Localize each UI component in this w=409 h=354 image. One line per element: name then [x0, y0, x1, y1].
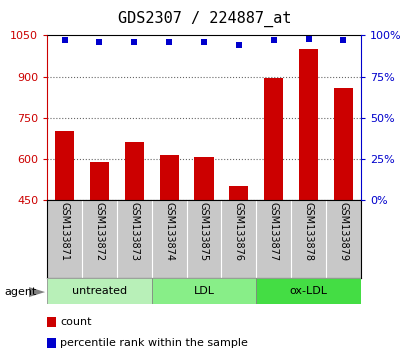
Bar — [55, 131, 74, 200]
Bar — [47, 278, 151, 304]
Bar — [90, 161, 109, 200]
Text: count: count — [60, 317, 92, 327]
Text: GSM133877: GSM133877 — [268, 201, 278, 261]
Text: GSM133876: GSM133876 — [233, 201, 243, 261]
Point — [61, 38, 68, 43]
Text: GSM133871: GSM133871 — [59, 201, 70, 261]
Bar — [263, 78, 283, 200]
Point — [96, 39, 103, 45]
Point — [131, 39, 137, 45]
Bar — [159, 155, 178, 200]
Text: GSM133872: GSM133872 — [94, 201, 104, 261]
Point — [305, 36, 311, 41]
Text: agent: agent — [4, 287, 36, 297]
Point — [200, 39, 207, 45]
Point — [270, 38, 276, 43]
Text: LDL: LDL — [193, 286, 214, 296]
Text: GSM133878: GSM133878 — [303, 201, 313, 261]
Text: GSM133875: GSM133875 — [198, 201, 209, 261]
Bar — [194, 157, 213, 200]
Text: GSM133874: GSM133874 — [164, 201, 174, 261]
Point — [166, 39, 172, 45]
Bar — [151, 278, 256, 304]
Text: GSM133873: GSM133873 — [129, 201, 139, 261]
Bar — [124, 142, 144, 200]
Text: untreated: untreated — [72, 286, 127, 296]
Bar — [256, 278, 360, 304]
Bar — [298, 49, 317, 200]
Point — [235, 42, 242, 48]
Text: GDS2307 / 224887_at: GDS2307 / 224887_at — [118, 11, 291, 27]
Bar — [229, 186, 248, 200]
Text: ox-LDL: ox-LDL — [289, 286, 327, 296]
Text: GSM133879: GSM133879 — [337, 201, 348, 261]
Bar — [333, 87, 352, 200]
Text: percentile rank within the sample: percentile rank within the sample — [60, 338, 247, 348]
Point — [339, 38, 346, 43]
Polygon shape — [29, 287, 45, 297]
